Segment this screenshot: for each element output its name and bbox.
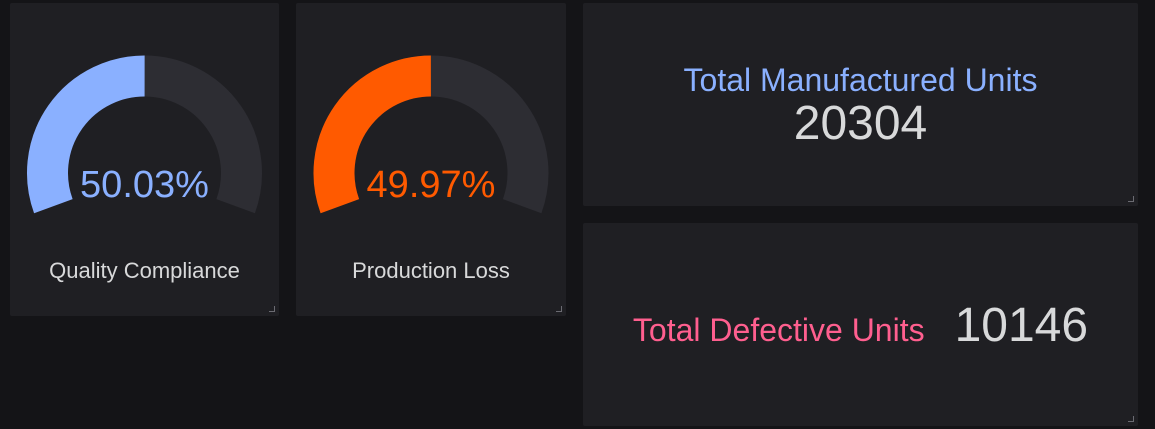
- gauge-value: 49.97%: [366, 164, 496, 206]
- quality-compliance-panel[interactable]: 50.03% Quality Compliance: [10, 3, 279, 316]
- production-loss-gauge: [313, 55, 549, 214]
- quality-compliance-gauge: [27, 55, 262, 214]
- total-manufactured-panel[interactable]: Total Manufactured Units 20304: [583, 3, 1138, 206]
- stat-row: Total Defective Units 10146: [583, 298, 1138, 353]
- stat-title: Total Defective Units: [632, 312, 925, 348]
- stat-value: 10146: [954, 299, 1089, 352]
- gauge-fill: [313, 55, 432, 214]
- gauge-label: Production Loss: [352, 258, 510, 283]
- stat-value: 20304: [793, 97, 928, 150]
- resize-handle-icon[interactable]: [269, 306, 275, 312]
- resize-handle-icon[interactable]: [1128, 416, 1134, 422]
- gauge-label: Quality Compliance: [49, 258, 240, 283]
- resize-handle-icon[interactable]: [1128, 196, 1134, 202]
- total-defective-panel[interactable]: Total Defective Units 10146: [583, 223, 1138, 426]
- gauge-value: 50.03%: [80, 164, 209, 206]
- resize-handle-icon[interactable]: [556, 306, 562, 312]
- production-loss-panel[interactable]: 49.97% Production Loss: [296, 3, 566, 316]
- stat-title: Total Manufactured Units: [683, 62, 1038, 98]
- gauge-fill: [27, 55, 146, 214]
